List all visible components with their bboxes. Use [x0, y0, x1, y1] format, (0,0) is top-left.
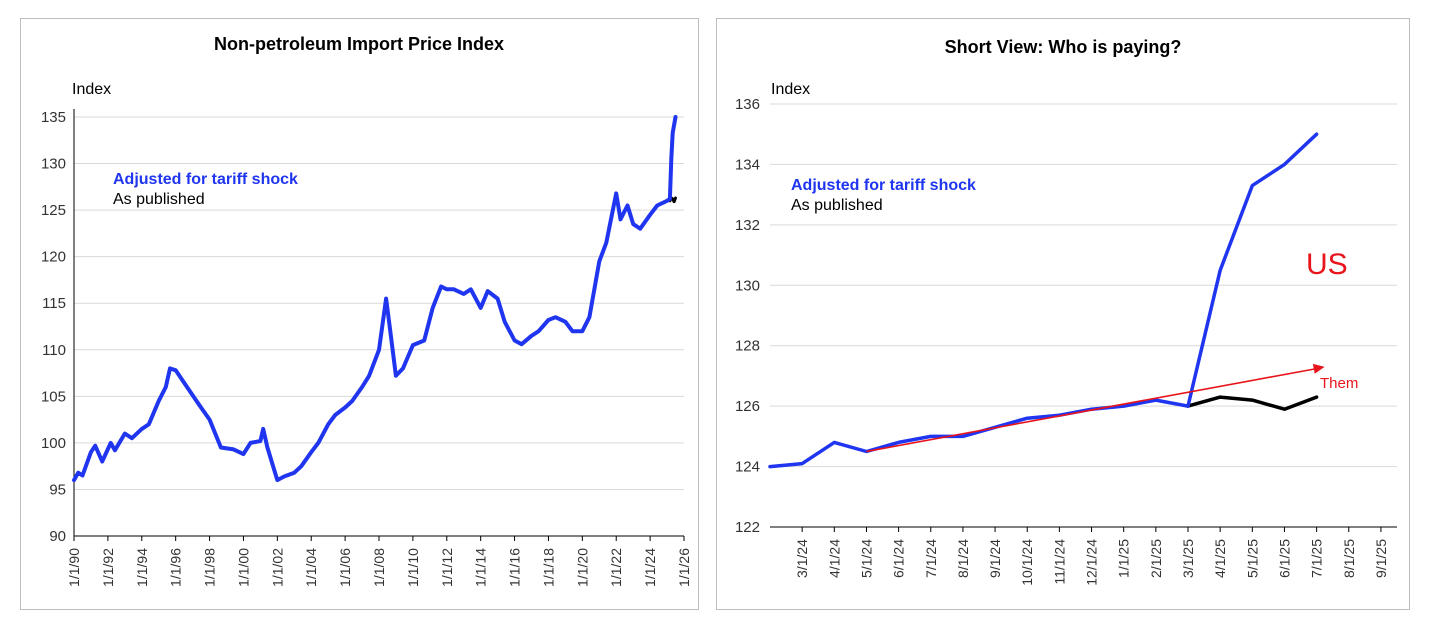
x-tick-label: 6/1/25	[1276, 539, 1292, 578]
chart-title: Non-petroleum Import Price Index	[214, 34, 504, 54]
x-tick-label: 4/1/25	[1212, 539, 1228, 578]
x-tick-label: 3/1/24	[794, 539, 810, 578]
x-tick-label: 6/1/24	[891, 539, 907, 578]
x-tick-label: 1/1/25	[1116, 539, 1132, 578]
arrow-them-line	[866, 367, 1321, 453]
y-axis-unit-label: Index	[771, 81, 810, 98]
x-tick-label: 1/1/94	[134, 548, 150, 587]
chart-panel-left: Non-petroleum Import Price Index Index A…	[20, 18, 699, 610]
legend-adjusted: Adjusted for tariff shock	[113, 171, 298, 188]
x-tick-label: 1/1/14	[473, 548, 489, 587]
legend-adjusted: Adjusted for tariff shock	[791, 177, 976, 194]
series-line-adjusted	[768, 132, 1319, 469]
series-line-published	[1186, 395, 1319, 411]
x-tick-label: 1/1/04	[303, 548, 319, 587]
y-tick-label: 100	[41, 435, 66, 452]
series-line-adjusted	[72, 115, 678, 483]
x-tick-label: 12/1/24	[1084, 539, 1100, 586]
x-tick-label: 1/1/02	[269, 548, 285, 587]
x-tick-label: 1/1/08	[371, 548, 387, 587]
x-tick-label: 8/1/25	[1341, 539, 1357, 578]
x-tick-label: 1/1/24	[642, 548, 658, 587]
y-tick-label: 105	[41, 388, 66, 405]
x-tick-label: 1/1/20	[574, 548, 590, 587]
y-tick-label: 122	[735, 519, 760, 536]
y-tick-label: 130	[735, 277, 760, 294]
x-tick-label: 5/1/25	[1244, 539, 1260, 578]
y-tick-label: 126	[735, 398, 760, 415]
y-tick-label: 120	[41, 249, 66, 266]
x-tick-label: 7/1/24	[923, 539, 939, 578]
x-tick-label: 9/1/24	[987, 539, 1003, 578]
y-axis-unit-label: Index	[72, 81, 111, 98]
y-tick-label: 132	[735, 217, 760, 234]
x-tick-label: 1/1/16	[507, 548, 523, 587]
legend-published: As published	[113, 191, 205, 208]
x-tick-label: 11/1/24	[1051, 539, 1067, 585]
y-tick-label: 136	[735, 96, 760, 113]
x-tick-label: 4/1/24	[826, 539, 842, 578]
x-tick-label: 1/1/22	[608, 548, 624, 587]
y-tick-label: 124	[735, 459, 760, 476]
chart-right-svg: Short View: Who is paying? Index Adjuste…	[735, 37, 1397, 586]
x-tick-label: 5/1/24	[858, 539, 874, 578]
x-tick-label: 1/1/90	[66, 548, 82, 587]
y-tick-label: 130	[41, 156, 66, 173]
chart-left-svg: Non-petroleum Import Price Index Index A…	[41, 34, 692, 587]
x-tick-label: 1/1/26	[676, 548, 692, 587]
y-tick-label: 135	[41, 109, 66, 126]
x-tick-label: 8/1/24	[955, 539, 971, 578]
x-tick-label: 1/1/12	[439, 548, 455, 587]
annotation-us: US	[1306, 248, 1348, 281]
y-tick-label: 115	[42, 295, 66, 312]
x-tick-label: 2/1/25	[1148, 539, 1164, 578]
legend-published: As published	[791, 197, 883, 214]
y-tick-label: 134	[735, 156, 760, 173]
y-tick-label: 90	[49, 528, 66, 545]
x-tick-label: 1/1/06	[337, 548, 353, 587]
x-tick-label: 1/1/92	[100, 548, 116, 587]
y-tick-label: 125	[41, 202, 66, 219]
x-tick-label: 7/1/25	[1309, 539, 1325, 578]
arrow-them-head	[1312, 363, 1325, 374]
x-tick-label: 9/1/25	[1373, 539, 1389, 578]
y-tick-label: 128	[735, 338, 760, 355]
x-tick-label: 1/1/18	[540, 548, 556, 587]
x-tick-label: 1/1/10	[405, 548, 421, 587]
x-tick-label: 1/1/98	[202, 548, 218, 587]
x-tick-label: 1/1/00	[235, 548, 251, 587]
annotation-them: Them	[1320, 375, 1358, 392]
x-tick-label: 1/1/96	[168, 548, 184, 587]
y-tick-label: 95	[49, 481, 66, 498]
y-tick-label: 110	[42, 342, 66, 359]
x-tick-label: 3/1/25	[1180, 539, 1196, 578]
x-tick-label: 10/1/24	[1019, 539, 1035, 586]
chart-panel-right: Short View: Who is paying? Index Adjuste…	[716, 18, 1410, 610]
chart-title: Short View: Who is paying?	[945, 37, 1182, 57]
